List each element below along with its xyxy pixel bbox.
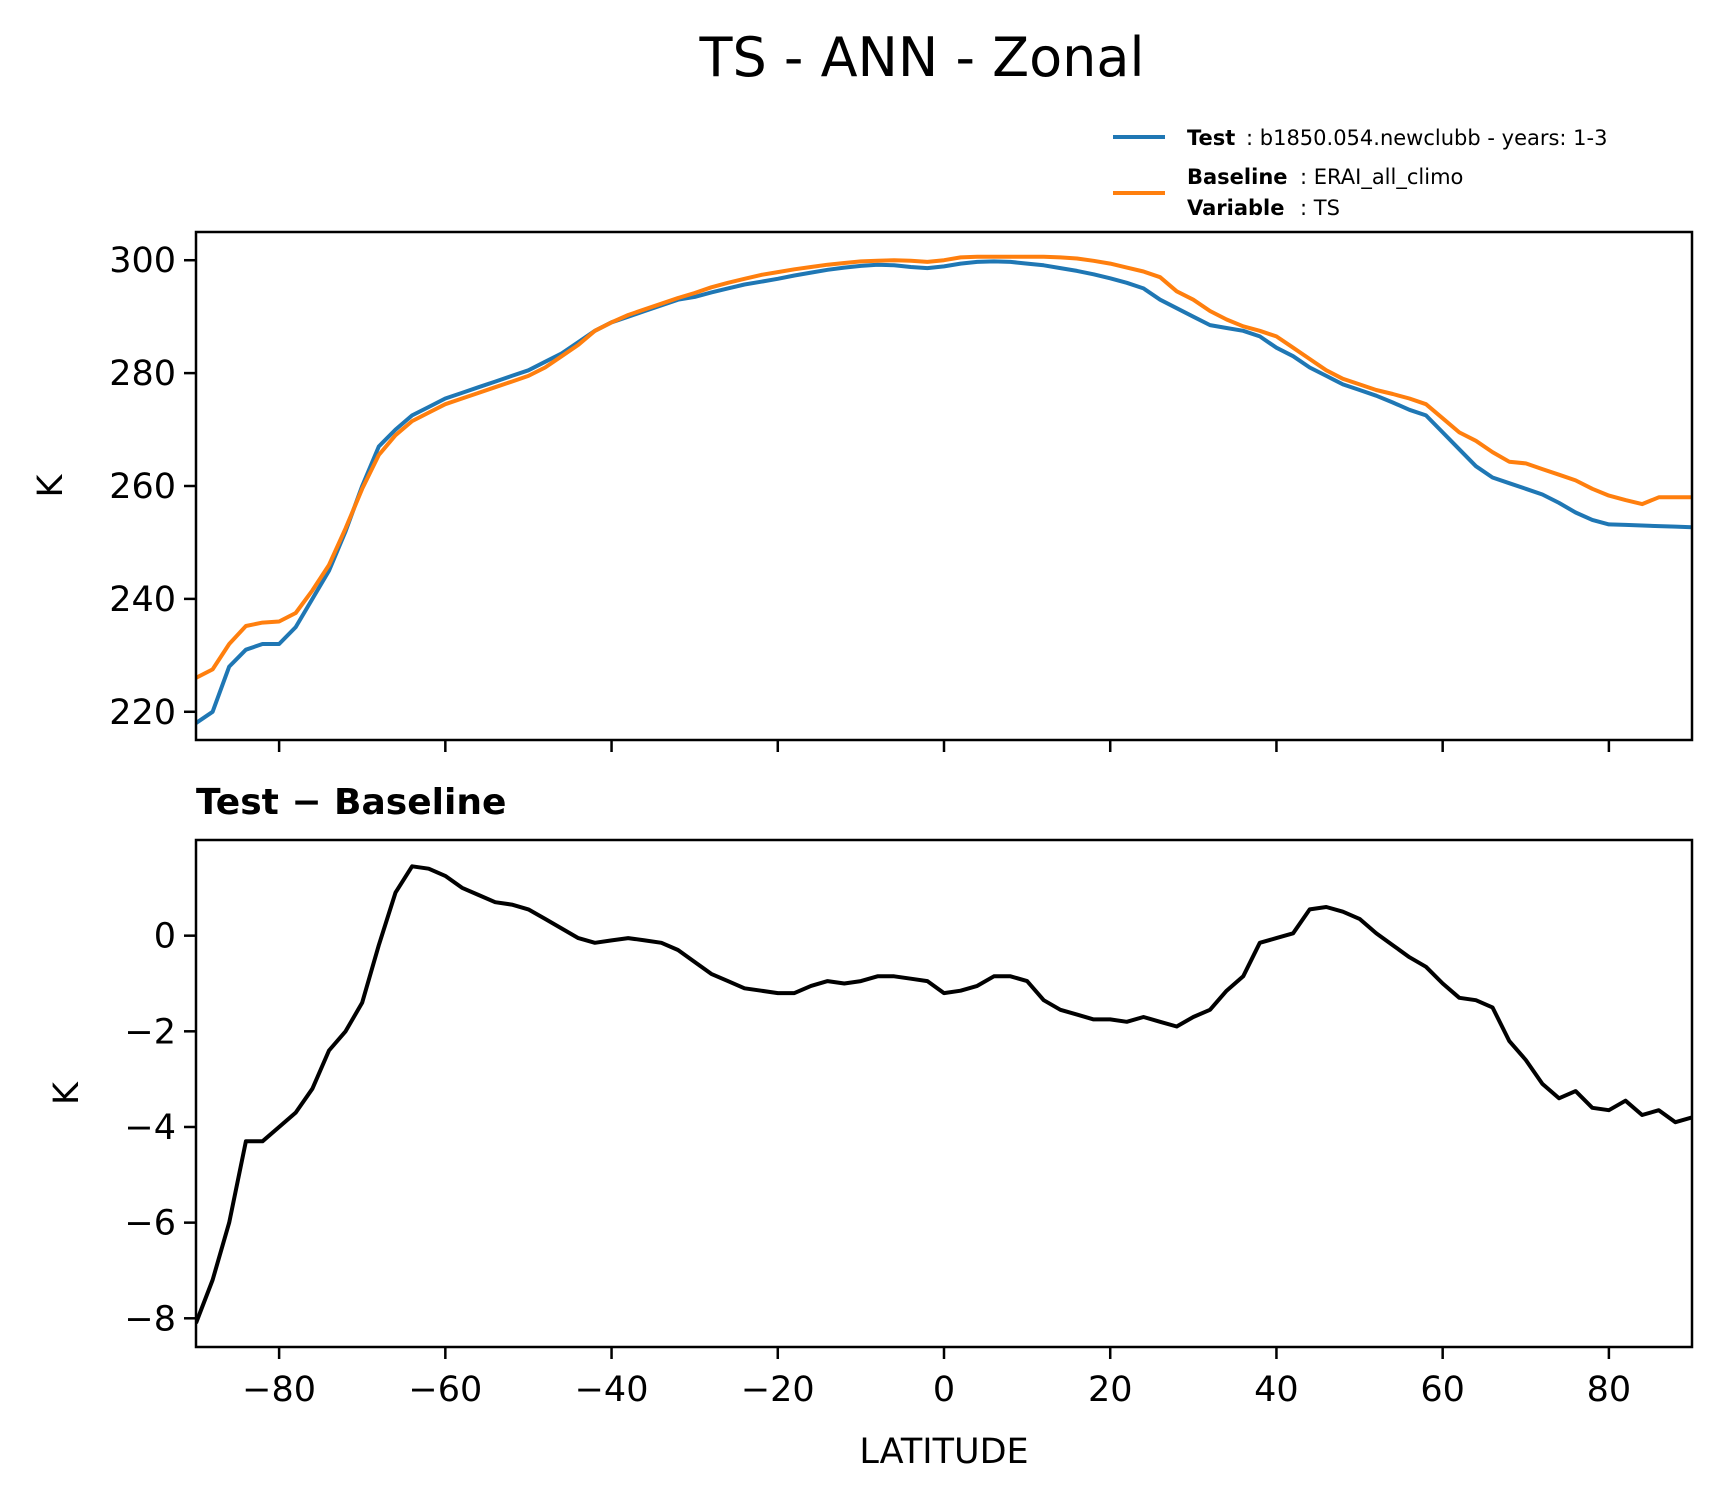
figure-title: TS - ANN - Zonal bbox=[699, 26, 1145, 89]
legend: Test : b1850.054.newclubb - years: 1-3 B… bbox=[1113, 126, 1607, 220]
x-tick-label: 20 bbox=[1088, 1370, 1133, 1410]
y-tick-label: 220 bbox=[109, 693, 176, 733]
y-tick-label: 300 bbox=[109, 241, 176, 281]
legend-baseline-value: : ERAI_all_climo bbox=[1300, 165, 1463, 190]
x-axis-label: LATITUDE bbox=[859, 1432, 1028, 1472]
series-line-test bbox=[196, 259, 1692, 725]
legend-test-key: Test bbox=[1187, 126, 1235, 150]
y-axis-label: K bbox=[31, 473, 71, 497]
plot-frame bbox=[194, 230, 1694, 742]
difference-panel-title: Test − Baseline bbox=[196, 782, 506, 823]
series-line-baseline bbox=[196, 254, 1692, 680]
x-tick-label: 80 bbox=[1587, 1370, 1632, 1410]
x-tick-label: 0 bbox=[933, 1370, 955, 1410]
y-tick-label: −6 bbox=[124, 1204, 176, 1244]
y-tick-label: 0 bbox=[154, 917, 176, 957]
plot-frame bbox=[194, 838, 1694, 1349]
x-tick-label: 60 bbox=[1420, 1370, 1465, 1410]
legend-variable-value: : TS bbox=[1300, 196, 1340, 220]
difference-panel: −80 −60 −40 −20 0 20 40 60 80−8−6−4−20K bbox=[47, 838, 1694, 1410]
y-tick-label: −4 bbox=[124, 1108, 176, 1148]
x-tick-label: 40 bbox=[1254, 1370, 1299, 1410]
y-tick-label: −2 bbox=[124, 1012, 176, 1052]
x-tick-label: −40 bbox=[575, 1370, 649, 1410]
x-tick-label: −20 bbox=[741, 1370, 815, 1410]
y-axis-label: K bbox=[47, 1081, 87, 1105]
y-tick-label: 260 bbox=[109, 467, 176, 507]
x-tick-label: −60 bbox=[408, 1370, 482, 1410]
legend-variable-key: Variable bbox=[1187, 196, 1284, 220]
x-tick-label: −80 bbox=[242, 1370, 316, 1410]
zonal-mean-panel: 220 240 260 280 300 K bbox=[31, 230, 1694, 752]
y-tick-label: −8 bbox=[124, 1299, 176, 1339]
legend-baseline-key: Baseline bbox=[1187, 165, 1288, 189]
legend-test-value: : b1850.054.newclubb - years: 1-3 bbox=[1246, 126, 1607, 150]
series-line-test-baseline bbox=[196, 864, 1692, 1324]
y-tick-label: 280 bbox=[109, 354, 176, 394]
y-tick-label: 240 bbox=[109, 580, 176, 620]
